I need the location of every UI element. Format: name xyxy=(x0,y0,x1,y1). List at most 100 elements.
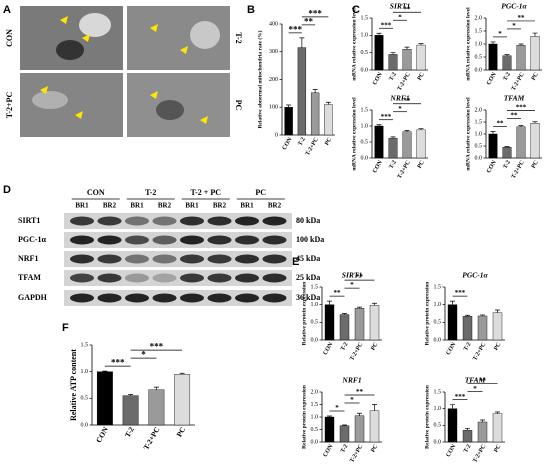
band xyxy=(97,273,122,283)
bar xyxy=(96,371,113,426)
band xyxy=(235,254,259,264)
band xyxy=(125,235,149,245)
band xyxy=(180,254,204,264)
protein: SIRT1 xyxy=(18,216,40,225)
band xyxy=(125,216,149,226)
band xyxy=(262,216,287,226)
x-tick-label: CON xyxy=(446,341,458,356)
bar xyxy=(416,129,426,159)
significance-label: * xyxy=(398,13,402,21)
bar xyxy=(310,92,320,136)
band xyxy=(70,293,94,303)
bar xyxy=(502,55,512,71)
significance-label: * xyxy=(335,404,339,412)
x-tick-label: T-2 xyxy=(389,160,398,170)
kda: 25 kDa xyxy=(296,273,320,282)
y-tick-label: 0.5 xyxy=(475,143,483,149)
significance-label: * xyxy=(398,105,402,113)
bar xyxy=(284,107,293,136)
y-tick-label: 1.0 xyxy=(311,302,319,308)
y-tick-label: 400 xyxy=(269,21,278,27)
x-tick-label: CON xyxy=(486,71,498,86)
y-tick-label: 1.5 xyxy=(311,284,319,290)
error-bar xyxy=(518,43,524,46)
bar xyxy=(492,312,503,341)
y-tick-label: 0.0 xyxy=(434,337,442,343)
bar xyxy=(324,304,335,341)
band xyxy=(152,254,177,264)
significance-label: ** xyxy=(479,377,487,385)
blot-strip xyxy=(64,251,292,267)
error-bar xyxy=(390,136,396,139)
bar xyxy=(122,395,139,426)
error-bar xyxy=(312,89,318,93)
y-tick-label: 1.0 xyxy=(81,369,89,375)
error-bar xyxy=(299,37,305,48)
error-bar xyxy=(286,104,292,108)
y-tick-label: 1.5 xyxy=(361,107,369,113)
x-tick-label: PC xyxy=(531,160,540,170)
y-tick-label: 0.0 xyxy=(311,439,319,445)
bar xyxy=(148,389,165,426)
band xyxy=(70,254,94,264)
texture xyxy=(32,91,68,109)
error-bar xyxy=(357,412,362,416)
error-bar xyxy=(376,124,382,126)
chart-title: TFAM xyxy=(465,376,486,385)
y-tick-label: 0.5 xyxy=(434,320,442,326)
texture xyxy=(79,13,111,37)
error-bar xyxy=(153,386,159,390)
y-tick-label: 1.0 xyxy=(361,33,369,39)
band xyxy=(207,235,232,245)
band xyxy=(70,235,94,245)
error-bar xyxy=(495,309,500,313)
y-axis-label: Relative ATP content xyxy=(69,349,78,421)
x-tick-label: T-2 xyxy=(297,137,306,147)
micrograph-label: PC xyxy=(234,100,243,111)
x-tick-label: T-2 xyxy=(463,444,472,454)
bar xyxy=(374,125,384,159)
x-tick-label: T-2+PC xyxy=(397,72,412,92)
band xyxy=(180,293,204,303)
band xyxy=(152,235,177,245)
significance-label: ** xyxy=(511,112,519,120)
error-bar xyxy=(342,424,347,426)
micrograph-label: CON xyxy=(5,29,14,47)
chart-title: TFAM xyxy=(504,94,525,103)
x-tick-label: T-2 xyxy=(503,160,512,170)
replicate: BR2 xyxy=(213,202,227,210)
significance-label: *** xyxy=(455,289,466,297)
band xyxy=(125,273,149,283)
blot-strip xyxy=(64,270,292,286)
blot-group: CON xyxy=(87,188,105,197)
texture xyxy=(156,100,184,120)
protein: PGC-1α xyxy=(18,235,47,244)
band xyxy=(207,216,232,226)
protein: TFAM xyxy=(18,273,41,282)
significance-label: *** xyxy=(381,21,392,29)
bar xyxy=(492,413,503,443)
error-bar xyxy=(490,41,496,44)
panel-label: C xyxy=(352,4,360,16)
kda: 36 kDa xyxy=(296,293,320,302)
bar xyxy=(488,133,498,159)
bar xyxy=(354,415,365,443)
y-axis-label: Relative protein expression xyxy=(301,282,307,346)
x-tick-label: CON xyxy=(282,136,294,151)
error-bar xyxy=(418,43,424,46)
band xyxy=(235,235,259,245)
x-tick-label: CON xyxy=(94,425,110,444)
blot-strip xyxy=(64,290,292,306)
significance-label: *** xyxy=(516,104,527,112)
kda: 45 kDa xyxy=(296,254,320,263)
x-tick-label: T-2 xyxy=(340,444,349,454)
texture xyxy=(190,21,220,49)
band xyxy=(152,273,177,283)
replicate: BR1 xyxy=(240,202,254,210)
y-tick-label: 0.5 xyxy=(311,320,319,326)
significance-label: *** xyxy=(381,113,392,121)
chart-title: PGC-1α xyxy=(501,2,527,11)
significance-label: *** xyxy=(289,24,303,34)
y-tick-label: 0.5 xyxy=(475,54,483,60)
micrograph xyxy=(20,6,123,70)
